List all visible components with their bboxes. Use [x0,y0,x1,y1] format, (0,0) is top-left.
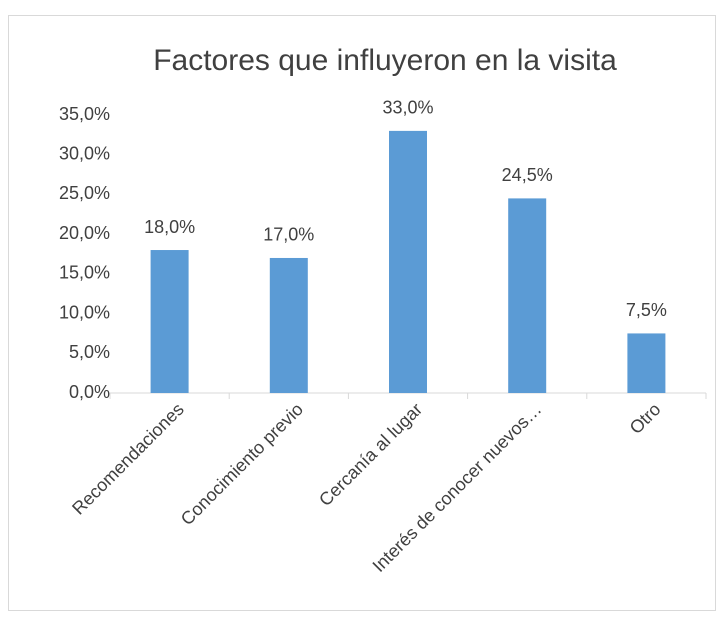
bar [150,250,189,393]
y-tick-label: 0,0% [69,382,110,402]
value-label: 33,0% [382,98,433,118]
bar [389,130,427,393]
value-label: 17,0% [263,225,314,245]
bar [627,333,666,393]
bar [269,257,308,393]
y-tick-label: 30,0% [59,143,110,163]
value-label: 18,0% [144,217,195,237]
chart-border [8,15,716,611]
value-label: 24,5% [502,165,553,185]
bar [508,198,547,393]
chart-title: Factores que influyeron en la visita [153,44,617,77]
y-tick-label: 5,0% [69,342,110,362]
y-tick-label: 15,0% [59,263,110,283]
value-label: 7,5% [626,300,667,320]
y-tick-label: 10,0% [59,302,110,322]
y-tick-label: 35,0% [59,104,110,124]
y-tick-label: 25,0% [59,183,110,203]
y-tick-label: 20,0% [59,223,110,243]
